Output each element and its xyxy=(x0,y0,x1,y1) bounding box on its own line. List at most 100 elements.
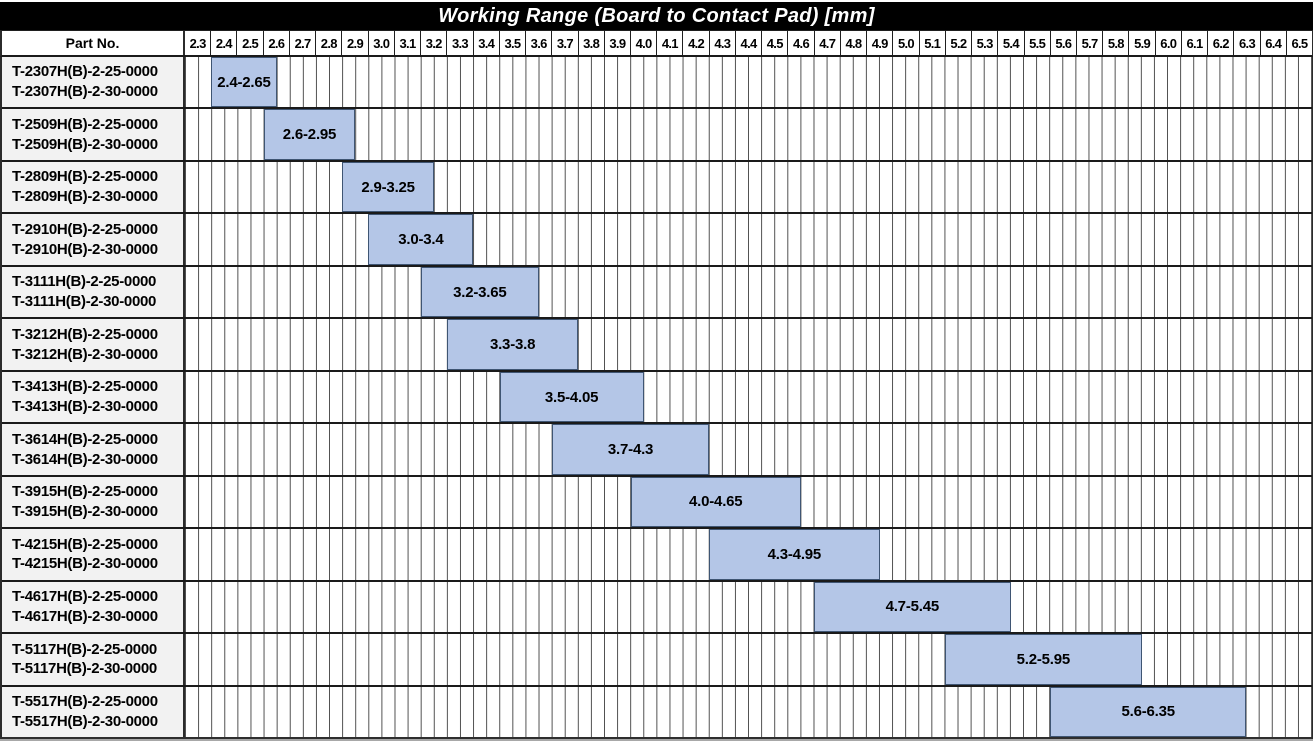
range-label: 2.6-2.95 xyxy=(282,126,337,144)
table-row: T-3212H(B)-2-25-0000 T-3212H(B)-2-30-0000… xyxy=(2,319,1312,372)
range-label: 3.2-3.65 xyxy=(453,283,507,301)
part-numbers-cell: T-3111H(B)-2-25-0000 T-3111H(B)-2-30-0000 xyxy=(2,266,185,318)
range-bar: 3.0-3.4 xyxy=(368,214,474,265)
part-numbers-cell: T-4215H(B)-2-25-0000 T-4215H(B)-2-30-0000 xyxy=(2,529,185,580)
part-number: T-4617H(B)-2-30-0000 xyxy=(12,607,158,625)
range-label: 5.2-5.95 xyxy=(1016,650,1071,668)
axis-tick-label: 4.1 xyxy=(656,31,682,55)
axis-tick-label: 3.2 xyxy=(420,31,446,55)
chart-title: Working Range (Board to Contact Pad) [mm… xyxy=(438,4,875,27)
axis-tick-label: 2.5 xyxy=(236,31,262,55)
table-row: T-2307H(B)-2-25-0000 T-2307H(B)-2-30-0000… xyxy=(2,57,1312,110)
range-plot-area: 4.7-5.45 xyxy=(185,581,1312,633)
range-bar: 3.5-4.05 xyxy=(499,371,644,423)
part-number: T-3413H(B)-2-30-0000 xyxy=(12,398,158,416)
chart-title-bar: Working Range (Board to Contact Pad) [mm… xyxy=(0,2,1313,30)
range-plot-area: 5.6-6.35 xyxy=(185,686,1312,738)
range-label: 5.6-6.35 xyxy=(1121,703,1175,721)
range-label: 4.3-4.95 xyxy=(767,545,822,563)
part-numbers-cell: T-2910H(B)-2-25-0000 T-2910H(B)-2-30-0000 xyxy=(2,214,185,265)
range-bar: 4.0-4.65 xyxy=(630,476,801,528)
axis-tick-label: 3.0 xyxy=(367,31,394,55)
part-number: T-2307H(B)-2-30-0000 xyxy=(12,83,158,101)
axis-tick-label: 5.4 xyxy=(997,31,1023,55)
range-bar: 3.2-3.65 xyxy=(420,266,539,318)
range-bar: 5.2-5.95 xyxy=(945,634,1142,685)
axis-tick-label: 2.9 xyxy=(341,31,367,55)
range-plot-area: 5.2-5.95 xyxy=(185,634,1312,685)
range-bar: 4.3-4.95 xyxy=(709,529,880,580)
part-numbers-cell: T-2307H(B)-2-25-0000 T-2307H(B)-2-30-0000 xyxy=(2,57,185,108)
range-plot-area: 4.0-4.65 xyxy=(185,476,1312,528)
part-numbers-cell: T-3915H(B)-2-25-0000 T-3915H(B)-2-30-0000 xyxy=(2,476,185,528)
axis-tick-label: 5.7 xyxy=(1075,31,1102,55)
table-row: T-3614H(B)-2-25-0000 T-3614H(B)-2-30-0000… xyxy=(2,424,1312,477)
part-no-column-header: Part No. xyxy=(2,31,185,55)
part-numbers-cell: T-5517H(B)-2-25-0000 T-5517H(B)-2-30-0000 xyxy=(2,686,185,738)
axis-tick-label: 6.3 xyxy=(1233,31,1259,55)
range-plot-area: 3.2-3.65 xyxy=(185,266,1312,318)
part-numbers-cell: T-3413H(B)-2-25-0000 T-3413H(B)-2-30-0000 xyxy=(2,371,185,423)
range-plot-area: 3.5-4.05 xyxy=(185,371,1312,423)
axis-tick-label: 2.3 xyxy=(189,35,207,51)
axis-header-row: Part No. 2.3 2.4 2.5 2.6 2.7 2.8 2.9 3.0 3.1 3.2 3… xyxy=(0,30,1313,57)
axis-tick-label: 6.4 xyxy=(1259,31,1286,55)
range-label: 3.5-4.05 xyxy=(544,388,599,406)
axis-tick-label: 4.8 xyxy=(839,31,866,55)
table-row: T-5117H(B)-2-25-0000 T-5117H(B)-2-30-0000… xyxy=(2,634,1312,687)
range-label: 3.7-4.3 xyxy=(607,441,654,459)
table-row: T-2910H(B)-2-25-0000 T-2910H(B)-2-30-0000… xyxy=(2,214,1312,267)
range-bar: 3.3-3.8 xyxy=(447,319,579,370)
axis-tick-label: 5.3 xyxy=(971,31,997,55)
range-plot-area: 3.0-3.4 xyxy=(185,214,1312,265)
table-row: T-5517H(B)-2-25-0000 T-5517H(B)-2-30-0000… xyxy=(2,686,1312,738)
axis-tick-label: 5.8 xyxy=(1102,31,1128,55)
axis-tick-label: 4.9 xyxy=(866,31,892,55)
range-label: 3.3-3.8 xyxy=(489,336,536,354)
table-row: T-3413H(B)-2-25-0000 T-3413H(B)-2-30-0000… xyxy=(2,371,1312,425)
axis-tick-label: 5.2 xyxy=(944,31,971,55)
axis-tick-label: 3.7 xyxy=(551,31,577,55)
axis-tick-label: 3.1 xyxy=(393,31,420,55)
axis-tick-label: 2.8 xyxy=(315,31,341,55)
part-numbers-cell: T-3614H(B)-2-25-0000 T-3614H(B)-2-30-0000 xyxy=(2,424,185,475)
part-number: T-4617H(B)-2-25-0000 xyxy=(12,588,158,606)
part-number: T-3111H(B)-2-25-0000 xyxy=(12,273,157,291)
axis-tick-label: 2.6 xyxy=(262,31,289,55)
part-number: T-3915H(B)-2-30-0000 xyxy=(12,502,158,520)
axis-tick-label: 4.6 xyxy=(787,31,813,55)
range-label: 4.7-5.45 xyxy=(885,598,940,616)
axis-tick-label: 6.1 xyxy=(1180,31,1207,55)
part-number: T-3212H(B)-2-25-0000 xyxy=(12,325,158,343)
axis-tick-label: 3.4 xyxy=(472,31,499,55)
range-plot-area: 3.3-3.8 xyxy=(185,319,1312,370)
range-bar: 5.6-6.35 xyxy=(1049,686,1247,738)
range-label: 4.0-4.65 xyxy=(689,493,743,511)
axis-tick-label: 6.5 xyxy=(1285,31,1312,55)
range-plot-area: 4.3-4.95 xyxy=(185,529,1312,580)
part-number: T-3413H(B)-2-25-0000 xyxy=(12,378,158,396)
part-number: T-2809H(B)-2-25-0000 xyxy=(12,168,158,186)
part-number: T-3614H(B)-2-25-0000 xyxy=(12,430,158,448)
axis-tick-label: 2.4 xyxy=(210,31,236,55)
axis-tick-label: 3.6 xyxy=(525,31,551,55)
axis-tick-label: 4.2 xyxy=(682,31,708,55)
axis-tick-label: 4.7 xyxy=(813,31,840,55)
part-numbers-cell: T-3212H(B)-2-25-0000 T-3212H(B)-2-30-0000 xyxy=(2,319,185,370)
range-bar: 2.4-2.65 xyxy=(211,57,277,108)
table-row: T-2509H(B)-2-25-0000 T-2509H(B)-2-30-0000… xyxy=(2,109,1312,162)
axis-tick-label: 2.7 xyxy=(288,31,315,55)
part-number: T-2910H(B)-2-30-0000 xyxy=(12,240,158,258)
table-bottom-border xyxy=(0,737,1313,741)
range-label: 2.4-2.65 xyxy=(217,73,271,91)
part-number: T-2809H(B)-2-30-0000 xyxy=(12,188,158,206)
part-number: T-4215H(B)-2-25-0000 xyxy=(12,535,158,553)
part-number: T-5117H(B)-2-30-0000 xyxy=(12,660,157,678)
axis-tick-label: 4.3 xyxy=(708,31,735,55)
table-row: T-4215H(B)-2-25-0000 T-4215H(B)-2-30-0000… xyxy=(2,529,1312,582)
part-number: T-2509H(B)-2-30-0000 xyxy=(12,135,158,153)
axis-tick-label: 6.2 xyxy=(1207,31,1233,55)
part-number: T-3111H(B)-2-30-0000 xyxy=(12,293,157,311)
part-number: T-5517H(B)-2-25-0000 xyxy=(12,693,158,711)
